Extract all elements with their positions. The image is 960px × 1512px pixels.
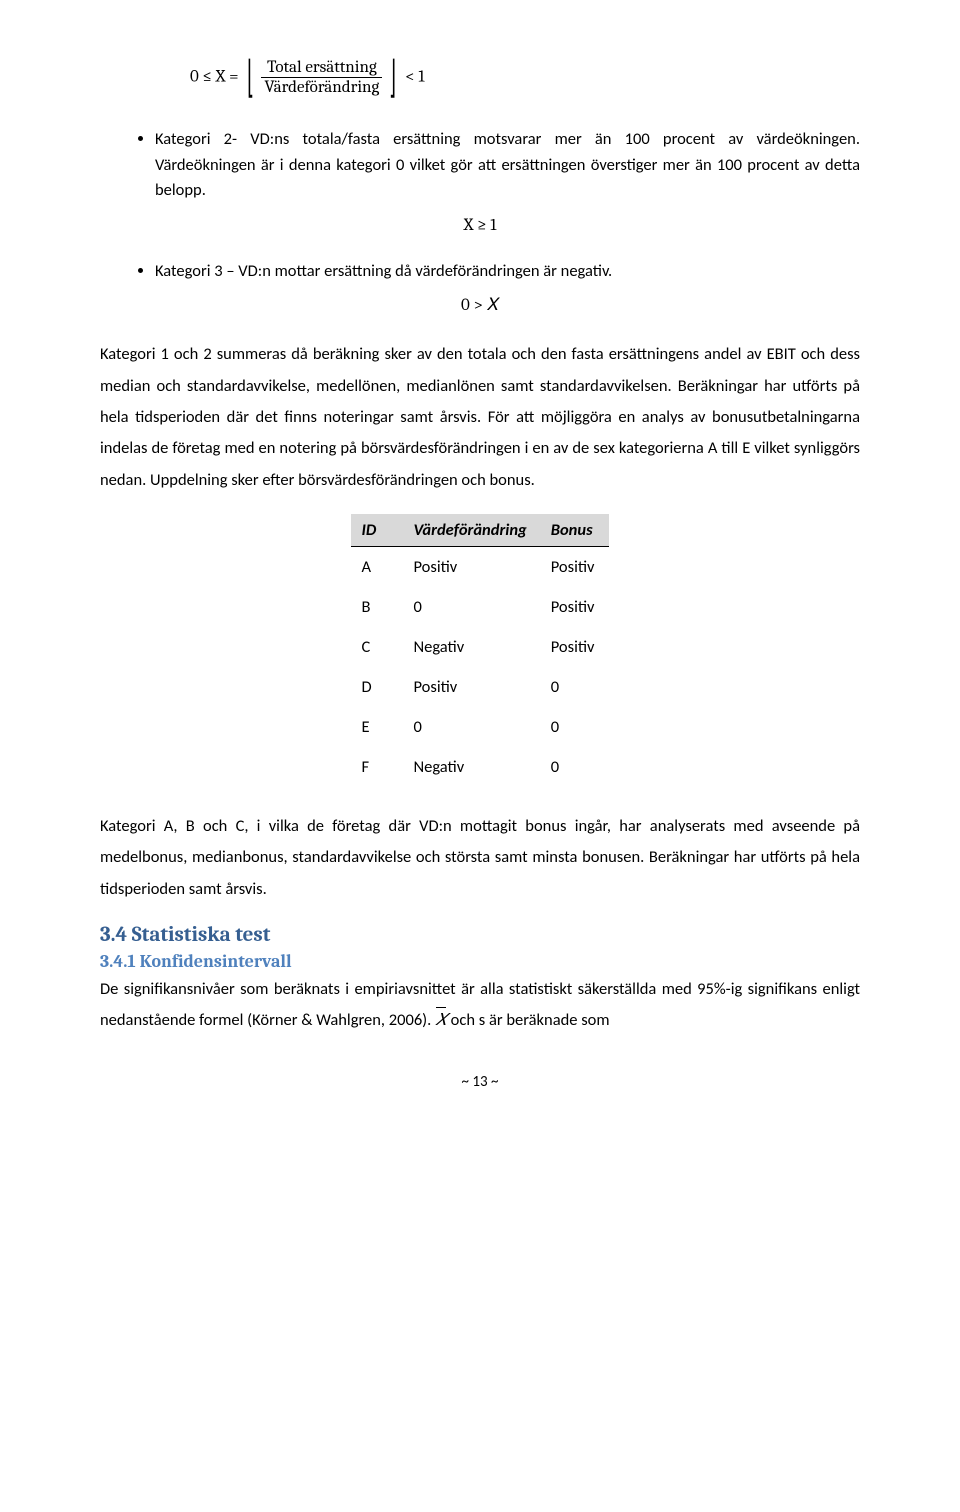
table-header-varde: Värdeförändring <box>403 514 540 547</box>
formula-3: 0 > 𝑋 <box>100 296 860 315</box>
x-bar-symbol: 𝑋 <box>435 1005 447 1036</box>
table-row: C Negativ Positiv <box>351 627 608 667</box>
table-cell: Negativ <box>403 747 540 787</box>
table-row: A Positiv Positiv <box>351 546 608 587</box>
table-cell: C <box>351 627 403 667</box>
fraction: Total ersättning Värdeförändring <box>261 58 382 97</box>
paragraph-2: Kategori A, B och C, i vilka de företag … <box>100 811 860 905</box>
table-container: ID Värdeförändring Bonus A Positiv Posit… <box>100 514 860 787</box>
bullet-list-1: Kategori 2- VD:ns totala/fasta ersättnin… <box>100 127 860 204</box>
paragraph-3: De signifikansnivåer som beräknats i emp… <box>100 974 860 1037</box>
table-row: B 0 Positiv <box>351 587 608 627</box>
table-cell: Negativ <box>403 627 540 667</box>
category-table: ID Värdeförändring Bonus A Positiv Posit… <box>351 514 608 787</box>
table-cell: 0 <box>541 747 609 787</box>
bullet-kategori-2: Kategori 2- VD:ns totala/fasta ersättnin… <box>155 127 860 204</box>
formula-2: X ≥ 1 <box>100 216 860 235</box>
table-row: F Negativ 0 <box>351 747 608 787</box>
table-cell: F <box>351 747 403 787</box>
table-cell: D <box>351 667 403 707</box>
table-cell: 0 <box>541 707 609 747</box>
table-row: D Positiv 0 <box>351 667 608 707</box>
table-cell: 0 <box>403 707 540 747</box>
table-cell: Positiv <box>403 667 540 707</box>
subsection-heading: 3.4.1 Konfidensintervall <box>100 951 860 972</box>
page-content: 0 ≤ X = ⌊ Total ersättning Värdeförändri… <box>0 0 960 1111</box>
table-header-row: ID Värdeförändring Bonus <box>351 514 608 547</box>
table-cell: E <box>351 707 403 747</box>
section-heading: 3.4 Statistiska test <box>100 923 860 947</box>
table-body: A Positiv Positiv B 0 Positiv C Negativ … <box>351 546 608 787</box>
bullet-list-2: Kategori 3 – VD:n mottar ersättning då v… <box>100 259 860 285</box>
fraction-denominator: Värdeförändring <box>261 77 382 97</box>
formula-rhs: < 1 <box>405 67 424 86</box>
table-cell: Positiv <box>541 546 609 587</box>
table-cell: Positiv <box>541 587 609 627</box>
table-row: E 0 0 <box>351 707 608 747</box>
table-cell: A <box>351 546 403 587</box>
table-header-bonus: Bonus <box>541 514 609 547</box>
table-cell: B <box>351 587 403 627</box>
table-header-id: ID <box>351 514 403 547</box>
table-cell: 0 <box>403 587 540 627</box>
paragraph-1: Kategori 1 och 2 summeras då beräkning s… <box>100 339 860 496</box>
formula-1: 0 ≤ X = ⌊ Total ersättning Värdeförändri… <box>100 52 860 103</box>
table-cell: Positiv <box>541 627 609 667</box>
formula-lhs: 0 ≤ X = <box>190 67 239 86</box>
table-cell: Positiv <box>403 546 540 587</box>
bullet-kategori-3: Kategori 3 – VD:n mottar ersättning då v… <box>155 259 860 285</box>
para3-part-b: och s är beräknade som <box>447 1010 610 1030</box>
fraction-numerator: Total ersättning <box>261 58 382 77</box>
page-number: ~ 13 ~ <box>100 1073 860 1091</box>
table-cell: 0 <box>541 667 609 707</box>
left-bracket: ⌊ <box>247 52 254 103</box>
right-bracket: ⌋ <box>389 52 396 103</box>
